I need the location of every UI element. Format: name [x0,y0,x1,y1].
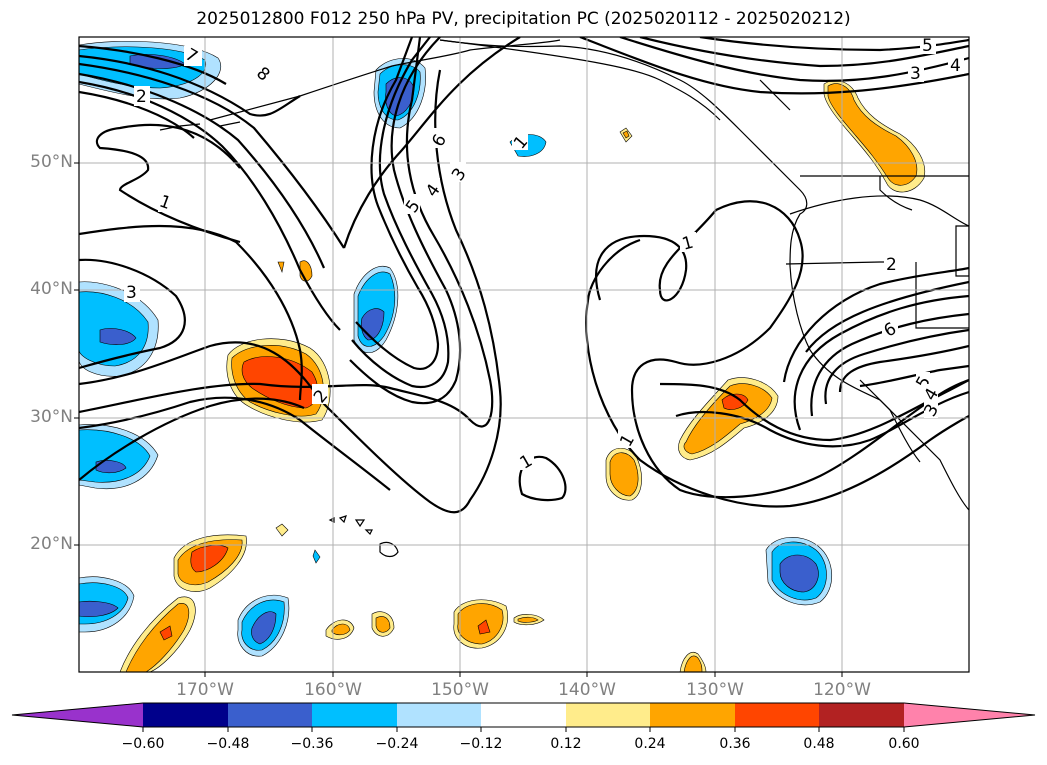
contour-label: 5 [922,36,933,56]
colorbar-tick-label: −0.48 [206,736,250,752]
colorbar [11,702,1036,732]
colorbar-tick-label: 0.12 [550,736,582,752]
lat-label: 40°N [30,279,73,299]
lon-label: 120°W [813,680,871,700]
colorbar-extend-low [12,703,143,727]
contour-label: 3 [126,283,137,303]
lat-label: 50°N [30,152,73,172]
lat-label: 30°N [30,407,73,427]
lon-label: 160°W [304,680,362,700]
colorbar-segment [228,703,312,727]
lon-label: 130°W [686,680,744,700]
colorbar-tick-label: 0.60 [888,736,920,752]
pv-contours [79,37,969,514]
colorbar-segment [566,703,650,727]
colorbar-segment [481,703,566,727]
colorbar-segment [143,703,228,727]
colorbar-segment [735,703,819,727]
colorbar-tick-label: 0.48 [803,736,835,752]
contour-label: 4 [950,56,961,76]
map-title: 2025012800 F012 250 hPa PV, precipitatio… [196,9,851,29]
lon-label: 150°W [431,680,489,700]
colorbar-tick-label: −0.60 [121,736,165,752]
lon-label: 140°W [558,680,616,700]
coastlines [159,39,969,558]
colorbar-segment [650,703,735,727]
colorbar-segment [312,703,397,727]
colorbar-tick-label: −0.36 [290,736,334,752]
colorbar-segment [819,703,904,727]
colorbar-tick-label: −0.24 [375,736,419,752]
gridlines [79,37,969,672]
contour-label: 3 [910,64,921,84]
axis-ticks [74,162,843,677]
map-frame [78,36,970,673]
contour-label: 2 [886,255,897,275]
colorbar-tick-label: 0.36 [719,736,751,752]
lat-label: 20°N [30,534,73,554]
colorbar-segment [397,703,481,727]
contour-labels: 7 8 2 1 3 6 5 4 3 1 5 4 3 1 [124,36,964,474]
colorbar-tick-label: 0.24 [634,736,666,752]
colorbar-extend-high [904,703,1035,727]
colorbar-tick-label: −0.12 [459,736,503,752]
contour-label: 2 [136,87,147,107]
contour-label: 1 [680,233,696,255]
lon-label: 170°W [176,680,234,700]
map-area: 7 8 2 1 3 6 5 4 3 1 5 4 3 1 [79,36,969,672]
